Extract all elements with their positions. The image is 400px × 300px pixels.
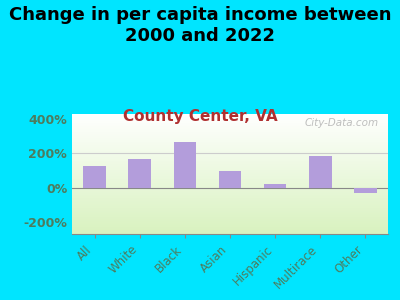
Text: City-Data.com: City-Data.com: [304, 118, 378, 128]
Bar: [174, 142, 196, 188]
Bar: [264, 184, 286, 188]
Bar: [128, 159, 151, 188]
Bar: [219, 171, 241, 188]
Bar: [354, 188, 377, 193]
Bar: [83, 166, 106, 188]
Text: County Center, VA: County Center, VA: [123, 110, 277, 124]
Text: Change in per capita income between
2000 and 2022: Change in per capita income between 2000…: [9, 6, 391, 45]
Bar: [309, 156, 332, 188]
